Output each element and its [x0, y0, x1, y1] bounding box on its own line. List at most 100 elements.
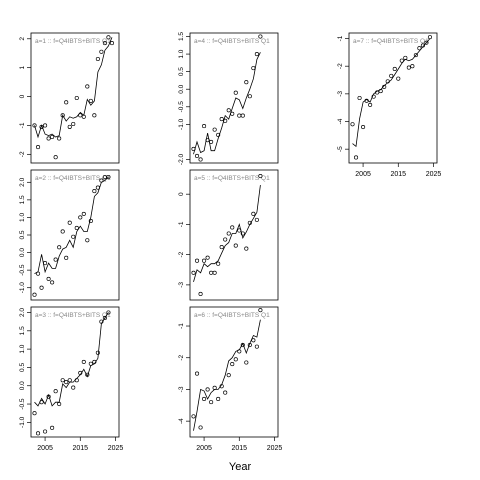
data-point: [64, 100, 69, 105]
data-point: [85, 372, 90, 377]
data-point: [226, 108, 231, 113]
chart-panel-5: -3 -2 -1 0 a=5 :: f=Q4IBTS+BITS Q1: [178, 169, 279, 301]
y-tick-label: 2: [19, 37, 26, 41]
data-point: [198, 157, 203, 162]
data-point: [254, 52, 259, 57]
data-point: [92, 189, 97, 194]
data-point: [209, 270, 214, 275]
y-tick-label: -1.0: [178, 118, 185, 130]
data-point: [205, 255, 210, 260]
data-point: [32, 123, 37, 128]
y-tick-label: 0: [19, 94, 26, 98]
data-point: [247, 342, 252, 348]
y-tick-label: 1.5: [19, 195, 26, 204]
y-tick-label: 0.5: [19, 230, 26, 239]
y-tick-label: -1.0: [19, 282, 26, 294]
data-point: [99, 49, 104, 54]
data-point: [106, 174, 111, 180]
data-point: [71, 121, 76, 127]
panel-label: a=4 :: f=Q4IBTS+BITS Q1: [194, 38, 270, 45]
y-tick-label: -0.5: [19, 264, 26, 276]
data-point: [57, 136, 62, 141]
plot-frame: [189, 32, 279, 164]
data-point: [244, 246, 249, 251]
y-tick-label: -4: [178, 418, 185, 424]
data-point: [353, 155, 359, 160]
data-point: [46, 136, 51, 141]
data-point: [50, 425, 55, 430]
data-point: [399, 58, 404, 63]
y-tick-label: -2: [337, 63, 344, 69]
data-point: [251, 338, 256, 343]
data-point: [350, 122, 355, 127]
data-point: [244, 360, 249, 365]
data-point: [32, 292, 37, 297]
data-point: [240, 342, 245, 348]
data-point: [417, 46, 422, 51]
fitted-line: [352, 38, 431, 148]
data-point: [230, 225, 235, 230]
plot-frame: [189, 169, 279, 301]
y-tick-label: 1: [19, 65, 26, 69]
data-point: [240, 231, 245, 236]
data-point: [50, 134, 55, 140]
y-tick-label: -2: [19, 151, 26, 157]
y-tick-label: -1: [337, 35, 344, 41]
y-tick-label: 2.0: [19, 308, 26, 317]
data-point: [223, 118, 228, 123]
data-point: [403, 55, 408, 60]
y-tick-label: 0.0: [19, 381, 26, 390]
data-point: [74, 95, 79, 101]
panel-label: a=5 :: f=Q4IBTS+BITS Q1: [194, 175, 270, 182]
chart-panel-3: -1.0 -0.5 0.0 0.5 1.0 1.5 2.0 2005 2015 2025 a=3 :…: [19, 306, 123, 452]
data-point: [67, 124, 72, 129]
data-point: [99, 178, 104, 183]
fitted-line: [193, 185, 261, 283]
fitted-line: [34, 176, 109, 274]
data-point: [237, 228, 242, 233]
data-point: [361, 124, 366, 130]
data-point: [57, 401, 62, 407]
data-point: [60, 378, 65, 383]
y-tick-label: -0.5: [19, 398, 26, 410]
data-point: [53, 257, 58, 262]
data-point: [237, 349, 242, 354]
data-point: [254, 217, 259, 222]
data-point: [251, 211, 256, 216]
data-point: [43, 429, 48, 434]
x-tick-label: 2015: [231, 445, 247, 452]
data-point: [202, 124, 207, 129]
data-point: [191, 146, 196, 151]
data-point: [205, 387, 210, 392]
data-point: [60, 113, 65, 118]
y-tick-label: 1.5: [178, 32, 185, 41]
y-tick-label: 0.0: [19, 248, 26, 257]
fitted-line: [193, 319, 261, 431]
data-point: [258, 308, 263, 313]
y-tick-label: -1.0: [19, 416, 26, 428]
data-point: [424, 40, 429, 45]
y-tick-label: 1.0: [19, 213, 26, 222]
data-point: [219, 117, 224, 122]
data-point: [88, 98, 93, 103]
y-tick-label: -2.0: [178, 154, 185, 166]
y-tick-label: -1: [178, 323, 185, 329]
data-point: [371, 94, 376, 99]
data-point: [237, 113, 242, 118]
data-point: [375, 90, 380, 95]
data-point: [216, 261, 221, 266]
x-tick-label: 2015: [72, 445, 88, 452]
panel-label: a=3 :: f=Q4IBTS+BITS Q1: [35, 312, 111, 319]
data-point: [78, 215, 83, 220]
data-point: [32, 411, 37, 416]
y-tick-label: 1.0: [178, 49, 185, 58]
y-tick-label: -3: [178, 386, 185, 392]
data-point: [102, 315, 107, 321]
data-point: [251, 66, 256, 71]
data-point: [244, 80, 249, 85]
y-tick-label: -0.5: [178, 101, 185, 113]
data-point: [43, 261, 48, 266]
data-point: [74, 378, 79, 383]
y-tick-label: -3: [337, 91, 344, 97]
